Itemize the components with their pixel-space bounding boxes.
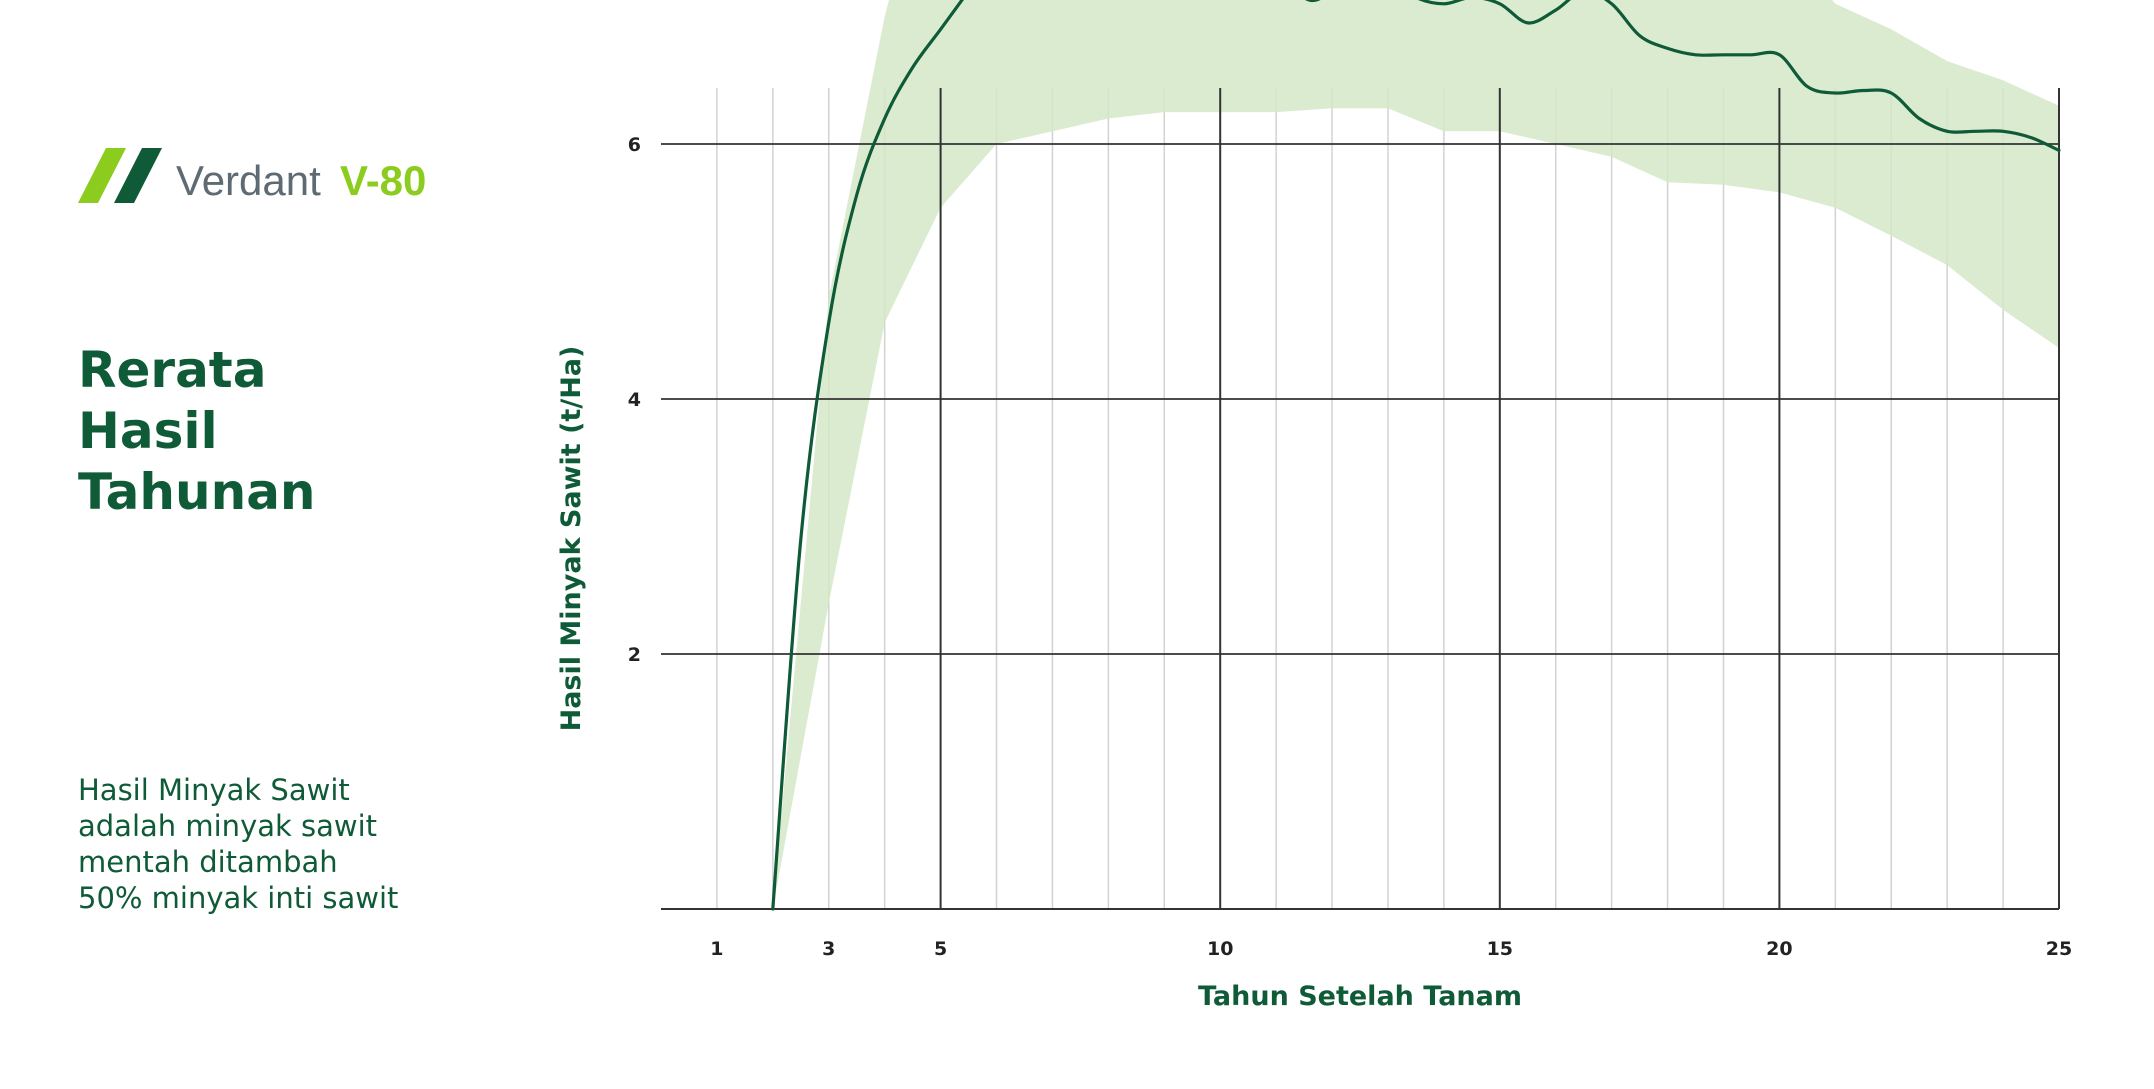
tick-labels: 2468101213510152025 bbox=[628, 134, 2072, 960]
title-line: Tahunan bbox=[78, 463, 316, 521]
yield-range-band bbox=[772, 0, 2059, 909]
brand-name: Verdant bbox=[176, 157, 321, 204]
page-title: Rerata Hasil Tahunan bbox=[78, 340, 316, 523]
x-tick-label: 5 bbox=[934, 938, 947, 960]
title-line: Rerata bbox=[78, 341, 267, 399]
range-band-layer bbox=[772, 0, 2059, 909]
y-tick-label: 6 bbox=[628, 134, 641, 156]
minor-grid bbox=[716, 88, 2004, 909]
chart-note: Hasil Minyak Sawit adalah minyak sawit m… bbox=[78, 772, 498, 916]
x-axis-label: Tahun Setelah Tanam bbox=[1198, 981, 1522, 1012]
x-tick-label: 15 bbox=[1487, 938, 1513, 960]
x-tick-label: 25 bbox=[2046, 938, 2072, 960]
yield-line bbox=[771, 0, 2061, 911]
x-tick-label: 10 bbox=[1207, 938, 1233, 960]
verdant-logo: Verdant V-80 bbox=[78, 148, 426, 204]
logo-stripe-lime bbox=[78, 148, 126, 203]
note-line: 50% minyak inti sawit bbox=[78, 881, 399, 915]
x-tick-label: 20 bbox=[1766, 938, 1792, 960]
x-tick-label: 3 bbox=[822, 938, 835, 960]
y-axis-label: Hasil Minyak Sawit (t/Ha) bbox=[556, 346, 587, 732]
major-grid bbox=[661, 88, 2060, 910]
x-tick-label: 1 bbox=[710, 938, 723, 960]
logo-stripe-dark bbox=[114, 148, 162, 203]
y-tick-label: 4 bbox=[628, 389, 641, 411]
note-line: Hasil Minyak Sawit bbox=[78, 773, 350, 807]
y-tick-label: 2 bbox=[628, 644, 641, 666]
yield-line-layer bbox=[771, 0, 2061, 911]
note-line: mentah ditambah bbox=[78, 845, 338, 879]
brand-model: V-80 bbox=[340, 157, 426, 204]
title-line: Hasil bbox=[78, 402, 218, 460]
note-line: adalah minyak sawit bbox=[78, 809, 378, 843]
